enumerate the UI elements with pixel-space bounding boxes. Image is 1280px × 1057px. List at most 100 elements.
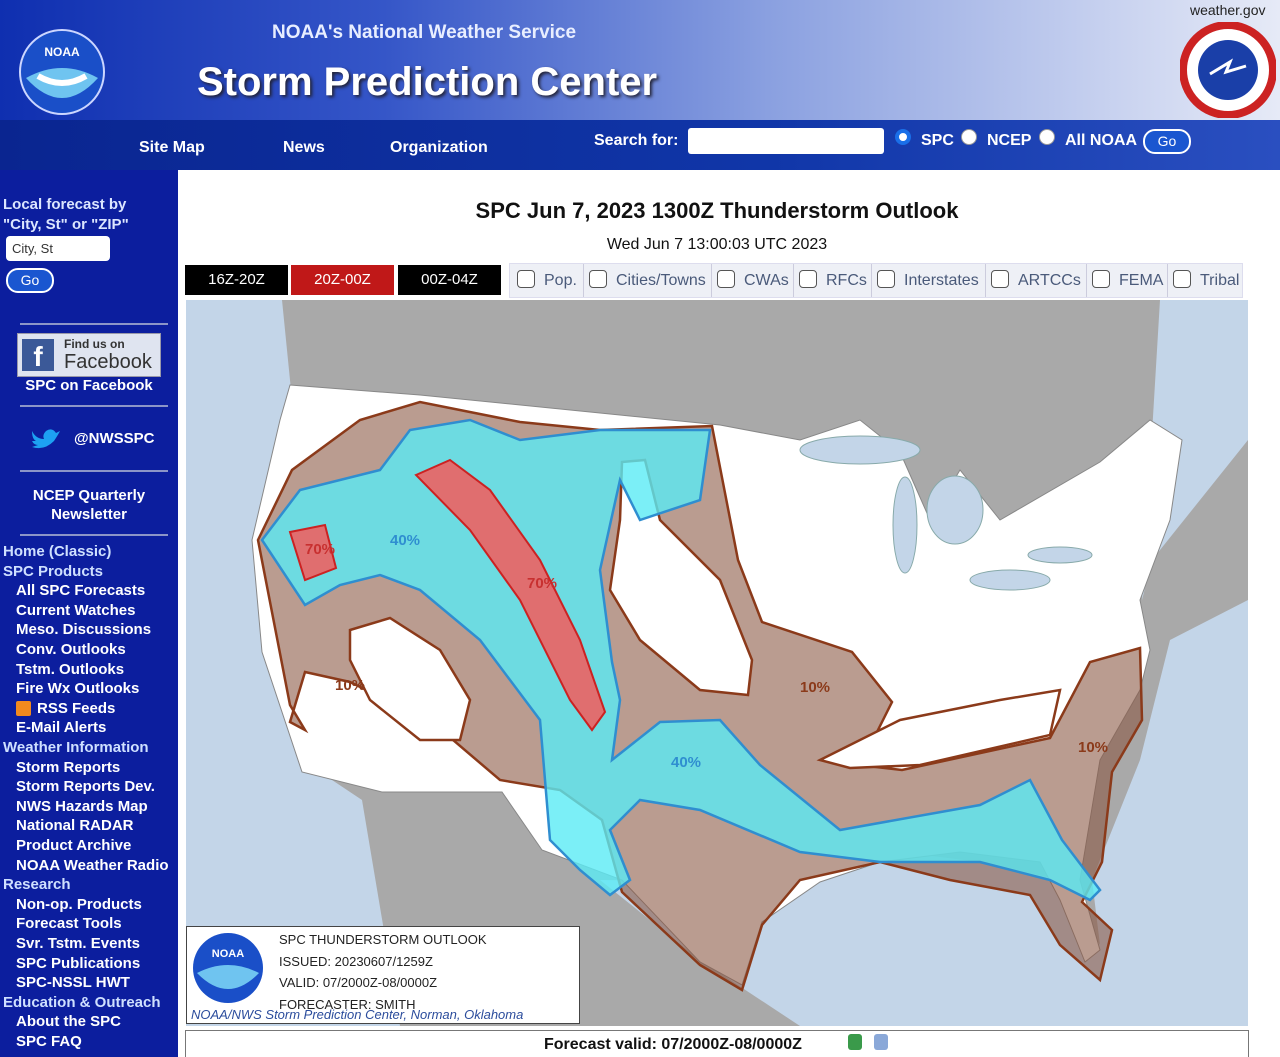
search-label: Search for: [594,132,679,149]
legend-logo: NOAA [193,933,263,1003]
nav-link[interactable]: Product Archive [16,837,132,854]
newsletter-link[interactable]: NCEP Quarterly Newsletter [0,486,178,524]
legend-line: ISSUED: 20230607/1259Z [279,953,433,969]
outlook-label: 10% [800,679,830,696]
nav-link[interactable]: E-Mail Alerts [16,719,107,737]
overlay-label: Interstates [904,272,979,289]
shapefile-icon[interactable] [874,1034,888,1050]
overlay-checkbox[interactable] [991,270,1009,288]
period-tab[interactable]: 20Z-00Z [291,265,394,295]
outlook-label: 70% [527,575,557,592]
nav-link[interactable]: Site Map [139,139,205,156]
nav-link[interactable]: SPC-NSSL HWT [16,974,130,992]
pacific [186,300,400,1026]
overlay-checkbox[interactable] [517,270,535,288]
nav-link[interactable]: Fire Wx Outlooks [16,680,140,698]
nav-link[interactable]: National RADAR [16,817,134,835]
local-forecast-label: Local forecast by "City, St" or "ZIP" [3,195,129,235]
search-go[interactable]: Go [1143,129,1191,154]
sidebar: Local forecast by "City, St" or "ZIP" Ci… [0,170,178,1057]
overlay-label: FEMA [1119,272,1164,289]
overlay-label: ARTCCs [1018,272,1081,289]
badge-text: Facebook [64,351,152,373]
overlay-label: RFCs [826,272,867,289]
facebook-badge[interactable]: f Find us on Facebook [17,333,161,377]
nav-link[interactable]: Current Watches [16,601,136,619]
nav-section[interactable]: Weather Information [3,739,149,756]
overlay-checkbox[interactable] [717,270,735,288]
scope-label: NCEP [987,132,1032,149]
nav-link[interactable]: Non-op. Products [16,895,142,913]
overlay-checkbox[interactable] [1173,270,1191,288]
overlay-divider [793,264,794,297]
scope-radio[interactable] [961,129,977,145]
facebook-icon: f [22,339,54,372]
facebook-link[interactable]: SPC on Facebook [25,377,153,394]
scope-label: All NOAA [1065,132,1137,149]
search-input[interactable] [688,128,884,154]
legend-line: SPC THUNDERSTORM OUTLOOK [279,932,487,947]
separator [20,405,168,407]
site-title[interactable]: Storm Prediction Center [197,60,658,104]
noaa-logo[interactable]: NOAA [18,28,106,116]
overlay-divider [1086,264,1087,297]
nav-link[interactable]: RSS Feeds [37,699,116,717]
weather-gov-link[interactable]: weather.gov [1190,2,1266,18]
outlook-label: 70% [305,541,335,558]
period-tab[interactable]: 16Z-20Z [185,265,288,295]
separator [20,470,168,472]
twitter-icon[interactable] [30,427,62,453]
nav-section[interactable]: Home (Classic) [3,543,112,560]
nav-link[interactable]: Conv. Outlooks [16,641,126,658]
nav-link[interactable]: NWS Hazards Map [16,797,148,815]
nav-section[interactable]: SPC Products [3,562,104,580]
overlay-checkbox[interactable] [1092,270,1110,288]
outlook-title: SPC Jun 7, 2023 1300Z Thunderstorm Outlo… [475,198,959,223]
scope-label: SPC [921,132,954,149]
overlay-divider [1167,264,1168,297]
outlook-label: 40% [390,532,420,549]
nav-section[interactable]: Research [3,876,71,894]
period-tab[interactable]: 00Z-04Z [398,265,501,295]
tstm-70pct [288,458,607,732]
map-legend: NOAA SPC THUNDERSTORM OUTLOOK ISSUED: 202… [186,926,580,1024]
nav-link[interactable]: Storm Reports [16,758,121,776]
outlook-map: 70% 40% 70% 10% 10% 40% 10% [186,300,1248,1026]
great-lakes [799,435,1093,591]
org-name: NOAA's National Weather Service [272,22,577,43]
banner: NOAA NOAA's National Weather Service Sto… [0,0,1280,120]
local-forecast-go[interactable]: Go [6,268,54,293]
legend-line: FORECASTER: SMITH [279,996,416,1012]
badge-text: Find us on [64,337,125,351]
nav-link[interactable]: Svr. Tstm. Events [16,935,140,952]
nav-link[interactable]: Organization [390,139,488,156]
twitter-link[interactable]: @NWSSPC [74,430,155,447]
local-forecast-line: Local forecast by [3,196,127,213]
nav-link[interactable]: News [283,139,325,156]
scope-radio[interactable] [1039,129,1055,145]
legend-credit: NOAA/NWS Storm Prediction Center, Norman… [191,1007,524,1022]
overlay-bar: Pop. Cities/Towns CWAs RFCs Interstates ARTCC… [509,263,1243,298]
overlay-checkbox[interactable] [589,270,607,288]
nav-link[interactable]: Meso. Discussions [16,621,152,639]
nav-section[interactable]: Education & Outreach [3,993,161,1011]
nav-bar: Search for: Go Site Map News Organization S… [0,120,1280,170]
nav-link[interactable]: SPC Publications [16,954,141,972]
overlay-label: Cities/Towns [616,272,706,289]
overlay-checkbox[interactable] [877,270,895,288]
outlook-label: 10% [335,677,365,694]
local-forecast-input[interactable]: City, St [6,236,110,261]
overlay-divider [985,264,986,297]
scope-radio[interactable] [895,129,911,145]
nav-link[interactable]: Forecast Tools [16,915,122,933]
overlay-checkbox[interactable] [799,270,817,288]
nav-link[interactable]: SPC FAQ [16,1033,82,1050]
nws-logo[interactable] [1180,22,1276,118]
nav-link[interactable]: About the SPC [16,1013,121,1031]
nav-link[interactable]: Tstm. Outlooks [16,660,125,678]
kml-icon[interactable] [848,1034,862,1050]
nav-link[interactable]: NOAA Weather Radio [16,856,169,874]
nav-link[interactable]: All SPC Forecasts [16,582,146,600]
nav-link[interactable]: Storm Reports Dev. [16,778,155,796]
